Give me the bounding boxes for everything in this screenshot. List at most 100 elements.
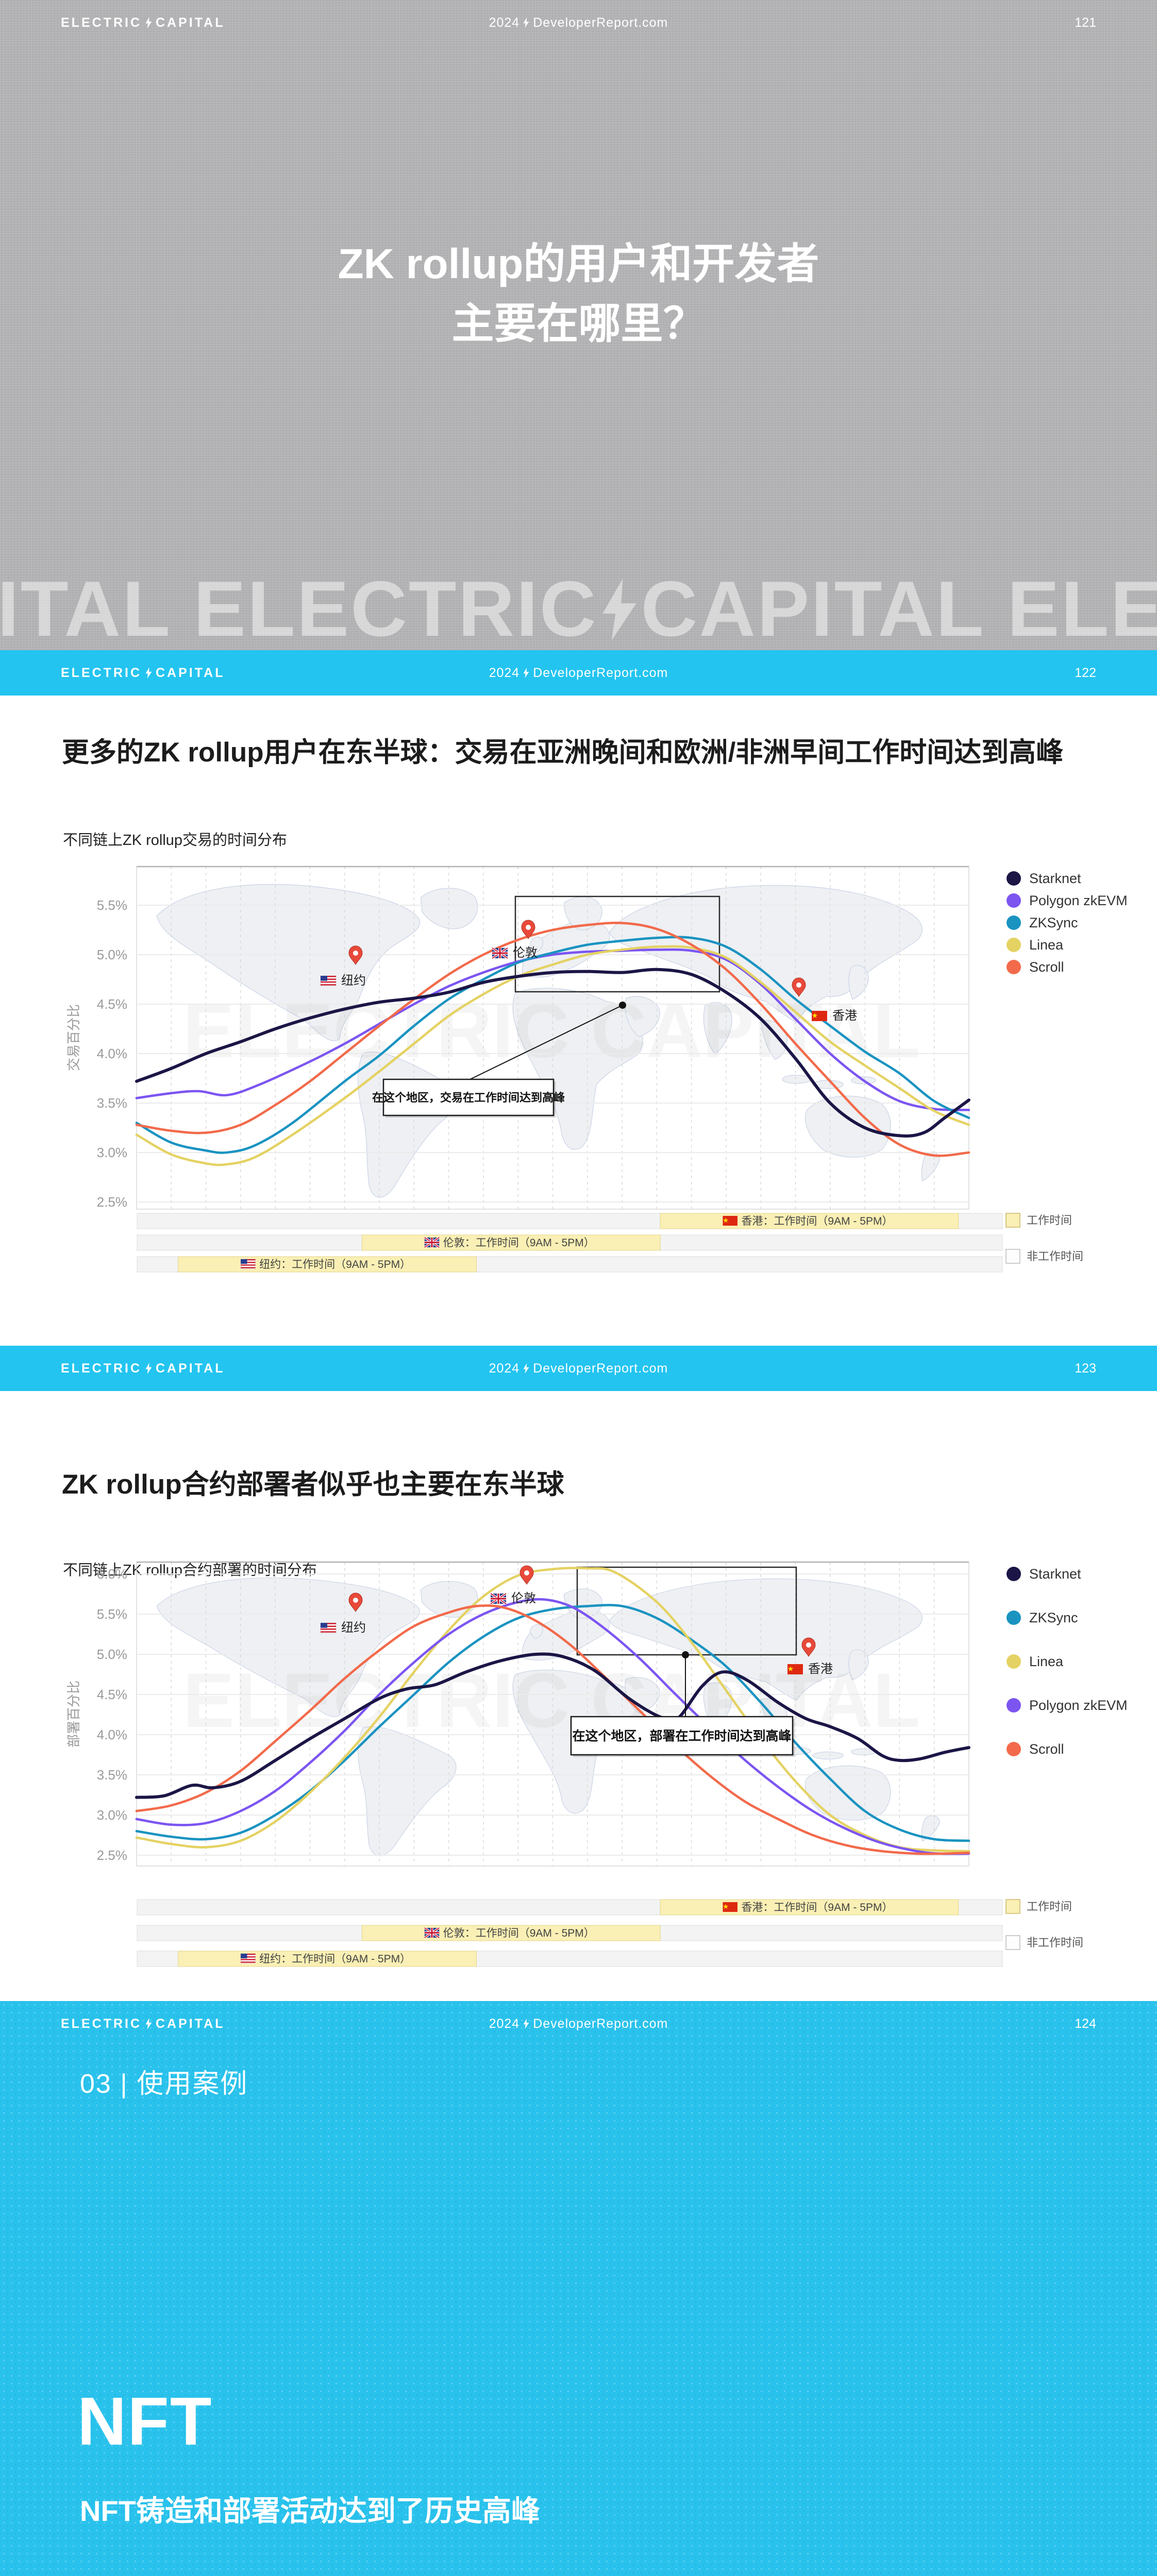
brand-logo: ELECTRIC CAPITAL xyxy=(61,15,225,30)
y-axis-ticks: 5.5% 5.0% 4.5% 4.0% 3.5% 3.0% 2.5% xyxy=(97,897,127,1210)
hk-flag-icon xyxy=(723,1216,737,1226)
site-year: 2024 xyxy=(489,2016,520,2031)
pin-label: 香港 xyxy=(808,1662,833,1676)
series-line-polygon-zkevm xyxy=(135,948,970,1111)
chain-legend: Starknet ZKSync Linea Polygon zkEVM Scroll xyxy=(1007,1566,1128,1757)
timezone-bars: 香港：工作时间（9AM - 5PM） 伦敦：工作时间（9AM - 5PM） 纽约：工… xyxy=(137,1213,1083,1273)
series-line-scroll xyxy=(135,1604,970,1855)
watermark-text: CAPITAL ELECT xyxy=(641,565,1157,650)
brand-logo: ELECTRIC CAPITAL xyxy=(61,666,225,681)
y-tick-label: 5.5% xyxy=(97,897,127,913)
brand-left: ELECTRIC xyxy=(61,15,142,30)
y-axis-ticks: 6.0% 5.5% 5.0% 4.5% 4.0% 3.5% 3.0% 2.5% xyxy=(97,1566,127,1863)
site-domain: DeveloperReport.com xyxy=(533,1361,668,1376)
ny-flag-icon xyxy=(240,1259,256,1269)
chart-series-lines xyxy=(135,922,970,1166)
slide-header: ELECTRIC CAPITAL 2024 DeveloperReport.com … xyxy=(0,650,1157,696)
legend-label: ZKSync xyxy=(1029,915,1078,930)
worktime-label-hk: 香港：工作时间（9AM - 5PM） xyxy=(741,1215,893,1227)
legend-dot-zksync xyxy=(1007,916,1021,930)
hk-flag-icon xyxy=(723,1902,737,1912)
timezone-bars: 香港：工作时间（9AM - 5PM） 伦敦：工作时间（9AM - 5PM） 纽约：工… xyxy=(137,1899,1083,1967)
section-label: 03 | 使用案例 xyxy=(80,2069,248,2099)
brand-logo: ELECTRIC CAPITAL xyxy=(61,2016,225,2031)
worktime-label-london: 伦敦：工作时间（9AM - 5PM） xyxy=(443,1927,595,1939)
y-tick-label: 5.0% xyxy=(97,947,127,962)
legend-label: Polygon zkEVM xyxy=(1029,893,1128,908)
brand-right: CAPITAL xyxy=(156,1361,225,1376)
legend-label: Linea xyxy=(1029,937,1064,953)
worktime-band-ny xyxy=(178,1951,477,1967)
page-number: 124 xyxy=(1075,2016,1096,2031)
report-site: 2024 DeveloperReport.com xyxy=(0,2016,1157,2031)
y-tick-label: 4.0% xyxy=(97,1727,127,1742)
city-pin-newyork: 纽约 xyxy=(320,1592,366,1635)
tz-legend-swatch-work xyxy=(1005,1899,1020,1914)
legend-dot-polygon-zkevm xyxy=(1007,1698,1021,1713)
series-line-linea xyxy=(135,945,970,1166)
ny-flag-icon xyxy=(240,1953,256,1964)
london-flag-icon xyxy=(425,1238,440,1247)
annotation-callout: 在这个地区，交易在工作时间达到高峰 xyxy=(372,1078,565,1117)
site-year: 2024 xyxy=(489,665,520,680)
y-tick-label: 4.5% xyxy=(97,1687,127,1702)
slide-header: ELECTRIC CAPITAL 2024 DeveloperReport.com … xyxy=(0,1346,1157,1391)
y-tick-label: 3.5% xyxy=(97,1767,127,1783)
worktime-band-london xyxy=(361,1925,661,1941)
series-line-zksync xyxy=(135,1604,970,1842)
city-pin-london: 伦敦 xyxy=(491,1565,536,1605)
pin-label: 纽约 xyxy=(341,974,366,988)
site-domain: DeveloperReport.com xyxy=(533,665,668,680)
legend-label: Linea xyxy=(1029,1654,1064,1669)
chart-gridlines xyxy=(136,866,969,1210)
page-number: 123 xyxy=(1075,1361,1096,1376)
brand-watermark: APITAL ELECTRIC CAPITAL ELECT xyxy=(0,564,1157,650)
y-tick-label: 2.5% xyxy=(97,1194,127,1210)
y-tick-label: 5.5% xyxy=(97,1606,127,1622)
london-flag-icon xyxy=(425,1928,440,1938)
tz-legend-swatch-work xyxy=(1005,1213,1020,1228)
callout-box xyxy=(570,1716,794,1756)
legend-dot-linea xyxy=(1007,938,1021,952)
y-tick-label: 3.5% xyxy=(97,1095,127,1111)
worktime-band-ny xyxy=(178,1256,477,1273)
legend-label: Polygon zkEVM xyxy=(1029,1698,1128,1713)
section-subtitle: NFT铸造和部署活动达到了历史高峰 xyxy=(80,2495,540,2527)
legend-dot-starknet xyxy=(1007,871,1021,886)
series-line-linea xyxy=(135,1567,970,1853)
series-line-zksync xyxy=(135,936,970,1154)
tz-legend-swatch-nonwork xyxy=(1005,1249,1020,1264)
tz-legend-label-work: 工作时间 xyxy=(1027,1214,1072,1227)
zk-rollup-deployments-time-chart: ELECTRIC CAPITAL 6.0%5.5%5.0%4.5%4.0%3.5… xyxy=(66,1561,1128,1967)
y-tick-label: 2.5% xyxy=(97,1848,127,1863)
brand-left: ELECTRIC xyxy=(61,665,142,680)
slide-121: ELECTRIC CAPITAL 2024 DeveloperReport.com … xyxy=(0,0,1157,650)
chart-title: 不同链上ZK rollup合约部署的时间分布 xyxy=(63,1562,317,1579)
y-tick-label: 4.5% xyxy=(97,996,127,1012)
tz-legend-label-nonwork: 非工作时间 xyxy=(1027,1936,1083,1949)
slide-123: ELECTRIC CAPITAL 2024 DeveloperReport.com … xyxy=(0,1346,1157,2001)
report-site: 2024 DeveloperReport.com xyxy=(0,666,1157,681)
tz-legend-label-nonwork: 非工作时间 xyxy=(1027,1250,1083,1263)
worktime-band-london xyxy=(361,1234,661,1251)
series-line-scroll xyxy=(135,922,970,1157)
site-domain: DeveloperReport.com xyxy=(533,2016,668,2031)
city-pin-hongkong: 香港 xyxy=(792,977,857,1023)
worktime-label-hk: 香港：工作时间（9AM - 5PM） xyxy=(741,1902,893,1913)
callout-text: 在这个地区，部署在工作时间达到高峰 xyxy=(572,1728,791,1743)
slide-header: ELECTRIC CAPITAL 2024 DeveloperReport.com … xyxy=(0,2001,1157,2046)
tz-legend-swatch-nonwork xyxy=(1005,1935,1020,1950)
brand-left: ELECTRIC xyxy=(61,2016,142,2031)
pin-label: 香港 xyxy=(832,1009,857,1023)
tz-legend-label-work: 工作时间 xyxy=(1027,1900,1072,1913)
series-line-starknet xyxy=(135,1652,970,1799)
series-line-polygon-zkevm xyxy=(135,1598,970,1855)
section-title: NFT xyxy=(77,2383,213,2459)
slide-title: ZK rollup合约部署者似乎也主要在东半球 xyxy=(62,1469,564,1500)
slide-124: ELECTRIC CAPITAL 2024 DeveloperReport.com … xyxy=(0,2001,1157,2576)
pin-label: 伦敦 xyxy=(513,946,538,960)
brand-logo: ELECTRIC CAPITAL xyxy=(61,1361,225,1376)
city-pin-hongkong: 香港 xyxy=(787,1637,833,1676)
legend-dot-scroll xyxy=(1007,960,1021,974)
chart-title: 不同链上ZK rollup交易的时间分布 xyxy=(63,832,288,849)
